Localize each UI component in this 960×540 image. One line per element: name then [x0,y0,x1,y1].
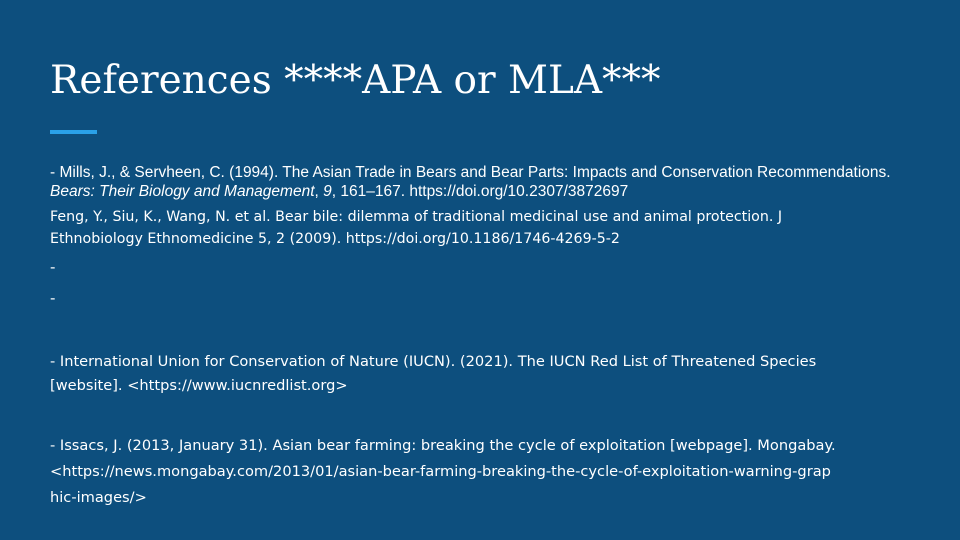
reference-iucn-line1: - International Union for Conservation o… [50,353,817,370]
reference-feng-line2: Ethnobiology Ethnomedicine 5, 2 (2009). … [50,231,620,247]
empty-bullet-2: - [50,289,56,307]
reference-mills-text: - Mills, J., & Servheen, C. (1994). The … [50,164,891,181]
reference-mills-journal: Bears: Their Biology and Management [50,183,315,200]
reference-feng: Feng, Y., Siu, K., Wang, N. et al. Bear … [50,206,930,250]
reference-mills-volume: 9 [323,183,332,200]
empty-bullet-1: - [50,258,56,276]
reference-mills: - Mills, J., & Servheen, C. (1994). The … [50,163,910,201]
reference-issacs-line1: - Issacs, J. (2013, January 31). Asian b… [50,437,836,454]
reference-iucn: - International Union for Conservation o… [50,350,920,398]
reference-issacs-line2: <https://news.mongabay.com/2013/01/asian… [50,463,831,480]
reference-mills-sep: , [314,183,324,200]
reference-issacs-line3: hic-images/> [50,489,147,506]
slide-title: References ****APA or MLA*** [50,58,661,103]
title-accent-bar [50,130,97,134]
reference-iucn-line2: [website]. <https://www.iucnredlist.org> [50,377,348,394]
reference-mills-pages-doi: , 161–167. https://doi.org/10.2307/38726… [331,183,629,200]
reference-issacs: - Issacs, J. (2013, January 31). Asian b… [50,433,920,511]
reference-feng-line1: Feng, Y., Siu, K., Wang, N. et al. Bear … [50,209,783,225]
